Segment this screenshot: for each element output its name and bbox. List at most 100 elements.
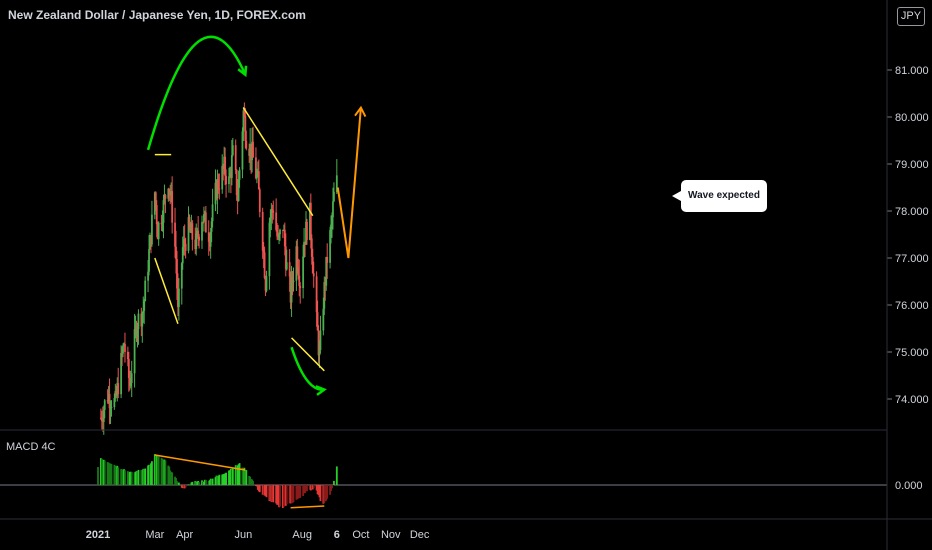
macd-bar-negative [283, 485, 286, 506]
macd-bar-negative [183, 485, 186, 489]
macd-bar-positive [187, 484, 190, 485]
macd-bar-negative [302, 485, 305, 496]
candle-up [323, 282, 326, 309]
macd-bar-negative [319, 485, 322, 502]
macd-bar-negative [255, 485, 257, 487]
price-tick-label: 75.000 [895, 347, 929, 359]
macd-bar-positive [117, 467, 120, 485]
candle-down [264, 278, 267, 291]
candle-down [198, 236, 201, 241]
candle-up [136, 329, 139, 337]
macd-bar-negative [276, 485, 279, 505]
macd-bar-positive [174, 476, 176, 485]
macd-bar-negative [265, 485, 268, 498]
candle-up [144, 280, 147, 302]
macd-bar-negative [331, 485, 333, 489]
macd-bar-positive [130, 471, 133, 485]
macd-bar-positive [157, 456, 160, 485]
candle-down [316, 312, 319, 331]
macd-bar-positive [335, 466, 338, 485]
trendline [154, 257, 179, 325]
macd-bar-positive [151, 461, 153, 485]
candle-down [154, 192, 157, 206]
macd-tick-label: 0.000 [895, 480, 923, 492]
macd-bar-negative [264, 485, 267, 497]
macd-bar-positive [208, 480, 211, 485]
macd-bar-positive [108, 463, 111, 485]
candle-up [116, 383, 119, 396]
macd-bar-positive [124, 470, 126, 485]
macd-bar-positive [171, 472, 174, 485]
candle-down [106, 400, 109, 402]
candle-down [263, 252, 266, 279]
candle-down [326, 256, 329, 263]
candle-down [234, 145, 237, 170]
trendline [291, 337, 325, 372]
macd-bar-positive [195, 481, 198, 485]
candle-up [335, 175, 338, 193]
candle-up [151, 214, 153, 245]
macd-indicator-label[interactable]: MACD 4C [6, 441, 56, 453]
macd-bar-negative [311, 485, 314, 490]
candle-down [291, 277, 294, 283]
candle-up [282, 229, 285, 231]
macd-bar-positive [216, 476, 219, 485]
candle-up [228, 176, 230, 185]
macd-bar-positive [147, 465, 149, 485]
macd-bar-positive [114, 465, 117, 485]
candle-down [124, 343, 126, 352]
candle-down [128, 377, 131, 387]
macd-bar-positive [241, 467, 244, 485]
macd-bar-positive [242, 468, 245, 485]
candle-up [134, 326, 137, 330]
candle-up [190, 223, 193, 233]
candle-down [271, 208, 274, 211]
candle-down [150, 235, 152, 245]
macd-bar-negative [295, 485, 298, 500]
macd-bar-negative [310, 485, 313, 489]
macd-bar-negative [279, 485, 281, 507]
candle-up [332, 201, 334, 218]
macd-bar-positive [176, 481, 178, 485]
candle-down [276, 229, 279, 237]
currency-badge[interactable]: JPY [897, 7, 925, 26]
candle-up [285, 262, 288, 270]
macd-bar-positive [169, 470, 172, 485]
candle-up [330, 224, 332, 231]
candle-up [211, 204, 214, 222]
macd-bar-negative [182, 485, 185, 487]
macd-bar-positive [234, 465, 237, 485]
macd-bar-negative [322, 485, 325, 504]
candle-down [169, 190, 172, 196]
candle-up [201, 222, 203, 241]
candle-up [195, 233, 198, 250]
candle-up [167, 188, 170, 199]
candle-down [217, 179, 220, 189]
candle-down [101, 421, 104, 423]
candle-down [191, 223, 194, 240]
candle-up [241, 131, 244, 170]
candle-down [127, 359, 130, 378]
macd-bar-negative [271, 485, 274, 501]
candle-down [288, 262, 291, 277]
macd-bar-negative [184, 485, 187, 488]
macd-bar-negative [306, 485, 308, 492]
candle-up [255, 174, 258, 179]
candle-up [210, 221, 213, 232]
candle-up [303, 241, 305, 257]
price-tick-label: 79.000 [895, 159, 929, 171]
macd-bar-positive [103, 460, 106, 485]
macd-bar-positive [148, 464, 150, 485]
macd-bar-negative [282, 485, 285, 507]
macd-bar-negative [297, 485, 300, 499]
macd-bar-negative [278, 485, 280, 508]
macd-bar-negative [269, 485, 272, 501]
macd-bar-negative [188, 485, 191, 486]
macd-bar-negative [318, 485, 321, 498]
macd-bar-positive [115, 466, 118, 485]
macd-bar-positive [177, 482, 179, 485]
macd-bar-positive [223, 473, 226, 485]
projection-path [336, 107, 362, 259]
